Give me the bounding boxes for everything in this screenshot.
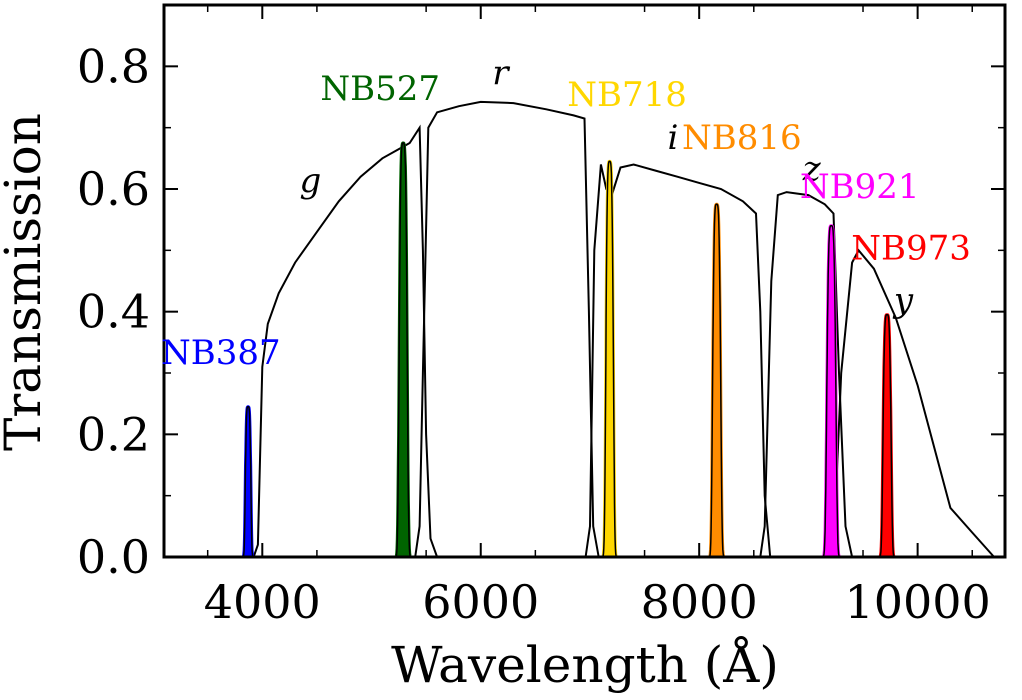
nb973-curve — [872, 313, 902, 559]
plot-frame — [162, 3, 1007, 559]
band-i-curve — [584, 163, 772, 558]
x-tick-labels: 4000 6000 8000 10000 — [204, 575, 991, 629]
nb816-curve — [701, 202, 732, 559]
y-tick-label: 0.2 — [77, 407, 150, 461]
broadband-curves — [252, 100, 995, 558]
x-tick-label: 8000 — [641, 575, 758, 629]
nb387-curve — [237, 405, 259, 559]
band-i-label: i — [668, 118, 679, 158]
band-z-label: z — [802, 149, 822, 189]
y-tick-label: 0.0 — [77, 530, 150, 584]
nb718-curve — [595, 159, 624, 559]
nb527-curve — [388, 141, 418, 559]
x-tick-label: 10000 — [844, 575, 990, 629]
band-z-curve — [759, 191, 854, 558]
nb921-label: NB921 — [800, 167, 920, 207]
band-y-label: y — [892, 281, 914, 321]
band-g-label: g — [299, 161, 321, 201]
x-tick-label: 4000 — [204, 575, 321, 629]
y-tick-label: 0.4 — [77, 285, 150, 339]
y-tick-label: 0.6 — [77, 162, 150, 216]
tick-marks — [164, 4, 1005, 558]
nb527-label: NB527 — [320, 69, 440, 109]
y-tick-labels: 0.0 0.2 0.4 0.6 0.8 — [77, 39, 150, 584]
nb387-label: NB387 — [161, 333, 281, 373]
nb816-label: NB816 — [682, 118, 802, 158]
band-r-curve — [414, 100, 600, 558]
nb973-label: NB973 — [851, 229, 971, 269]
nb921-curve — [814, 224, 848, 559]
band-y-curve — [827, 248, 995, 558]
y-tick-label: 0.8 — [77, 39, 150, 93]
band-r-label: r — [492, 54, 510, 94]
y-axis-title: Transmission — [0, 113, 52, 451]
x-axis-title: Wavelength (Å) — [391, 635, 779, 694]
nb718-label: NB718 — [567, 75, 687, 115]
x-tick-label: 6000 — [422, 575, 539, 629]
